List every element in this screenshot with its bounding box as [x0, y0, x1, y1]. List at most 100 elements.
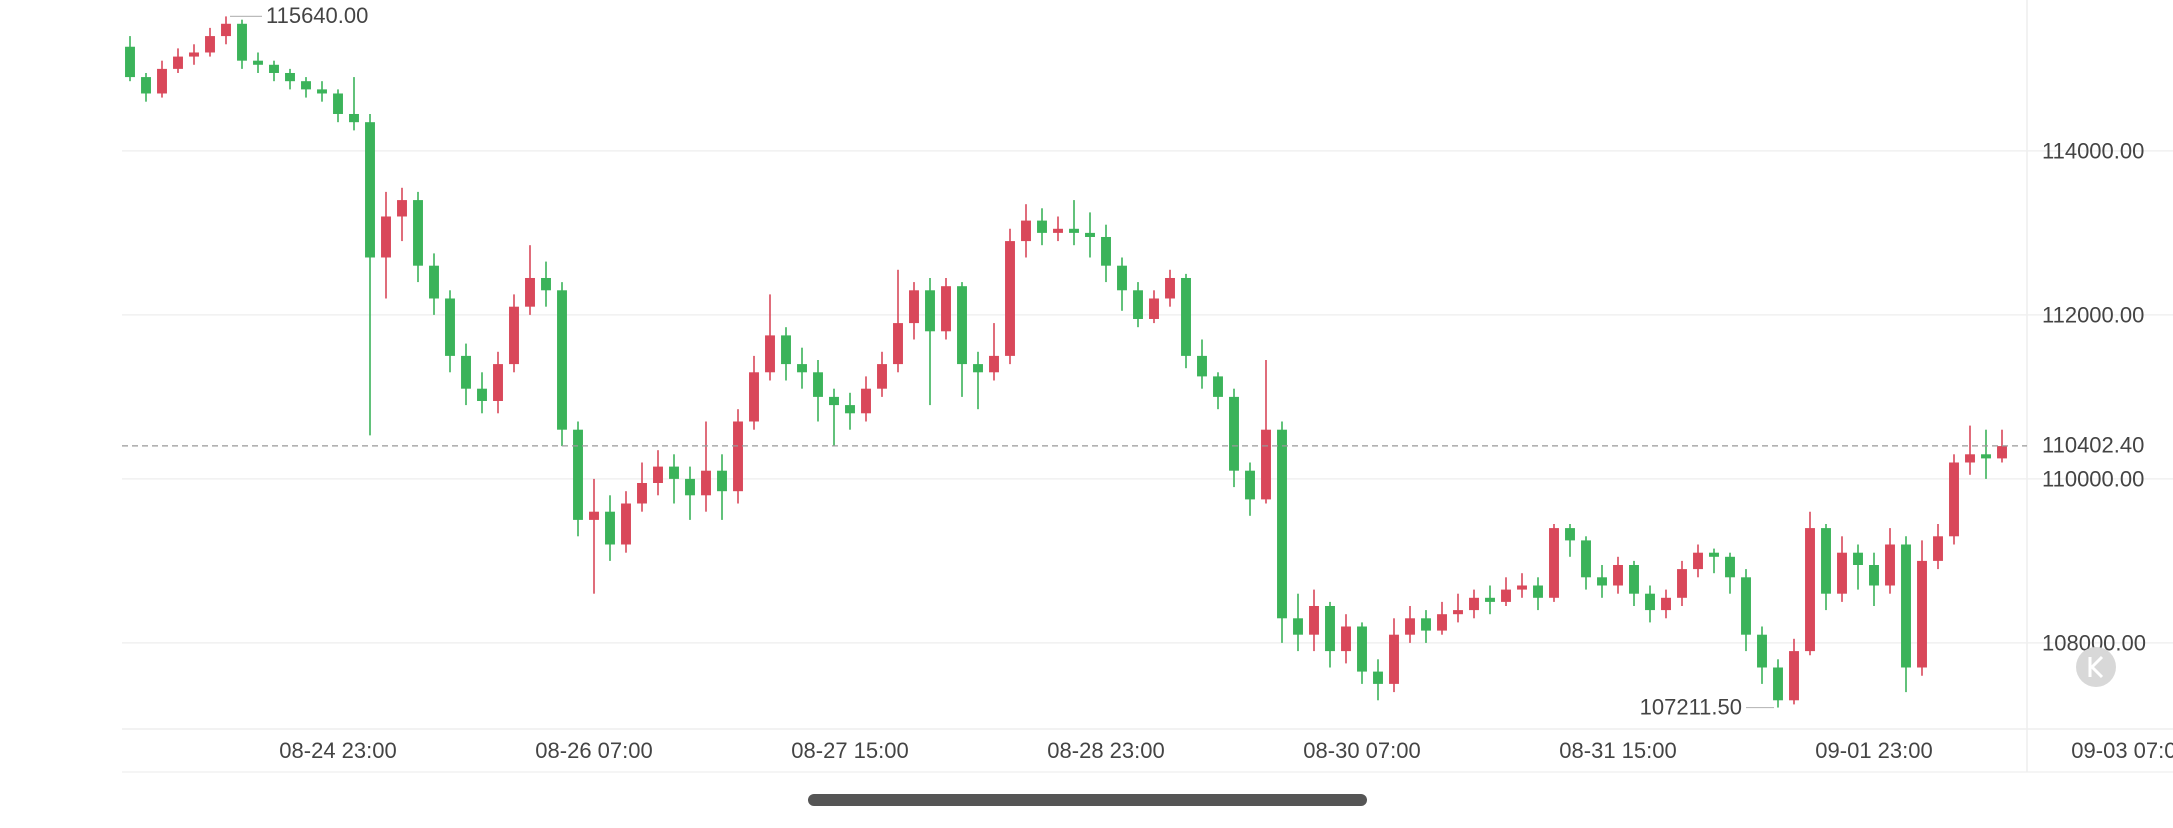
candle-body	[1693, 552, 1703, 570]
candle-body	[1485, 597, 1495, 602]
candle-body	[1325, 605, 1335, 652]
candle-body	[461, 355, 471, 389]
candle-body	[365, 122, 375, 258]
grid: 108000.00110000.00112000.00114000.0008-2…	[122, 139, 2173, 763]
candle-body	[221, 23, 231, 37]
candle-body	[605, 511, 615, 545]
candle-body	[813, 372, 823, 397]
candle-body	[1373, 671, 1383, 684]
candle-body	[1661, 597, 1671, 611]
candle-body	[397, 200, 407, 217]
candle-body	[1277, 429, 1287, 619]
candle-body	[1501, 589, 1511, 602]
kline-button[interactable]	[2076, 647, 2116, 687]
candle-body	[845, 405, 855, 414]
candle-body	[1405, 618, 1415, 635]
y-tick-label: 114000.00	[2042, 139, 2144, 164]
candle-body	[893, 323, 903, 365]
candle-body	[1533, 585, 1543, 598]
candle-body	[653, 466, 663, 483]
candle-body	[157, 68, 167, 94]
candle-body	[477, 388, 487, 401]
candle-body	[301, 81, 311, 90]
kline-button-icon	[2088, 655, 2104, 679]
x-tick-label: 08-26 07:00	[535, 738, 652, 763]
candle-body	[1933, 536, 1943, 561]
x-tick-label: 08-24 23:00	[279, 738, 396, 763]
candle-body	[253, 60, 263, 65]
candle-body	[1981, 454, 1991, 459]
candle-body	[1901, 544, 1911, 668]
overlay: 110402.40 115640.00 107211.50	[122, 3, 2144, 719]
x-tick-label: 09-01 23:00	[1815, 738, 1932, 763]
candle-body	[1837, 552, 1847, 594]
candle-body	[1517, 585, 1527, 590]
candle-body	[445, 298, 455, 356]
candle-body	[989, 355, 999, 373]
candle-body	[1853, 552, 1863, 565]
candle-body	[1389, 634, 1399, 684]
candle-body	[909, 290, 919, 324]
candle-body	[1773, 667, 1783, 701]
scrollbar-handle[interactable]	[808, 794, 1367, 806]
candle-body	[237, 23, 247, 61]
candle-body	[765, 335, 775, 373]
candle-body	[1581, 540, 1591, 578]
candle-body	[781, 335, 791, 365]
candle-body	[573, 429, 583, 520]
candle-body	[205, 36, 215, 53]
candle-body	[1965, 454, 1975, 463]
candle-body	[941, 286, 951, 332]
candle-body	[269, 64, 279, 73]
min-label: 107211.50	[1640, 694, 1742, 719]
candle-body	[1821, 528, 1831, 594]
candle-body	[1133, 290, 1143, 319]
kline-button-bg[interactable]	[2076, 647, 2116, 687]
candle-body	[1165, 277, 1175, 299]
candle-body	[1645, 593, 1655, 611]
candle-body	[749, 372, 759, 422]
candle-body	[1117, 265, 1127, 291]
candle-body	[1037, 220, 1047, 233]
candle-body	[1357, 626, 1367, 672]
candle-body	[525, 277, 535, 307]
candle-body	[685, 478, 695, 496]
x-tick-label: 08-30 07:00	[1303, 738, 1420, 763]
candle-body	[189, 52, 199, 57]
candle-body	[1613, 564, 1623, 586]
candle-body	[733, 421, 743, 492]
candle-body	[1549, 528, 1559, 598]
candles	[125, 16, 2007, 708]
candle-body	[829, 396, 839, 406]
candle-body	[1709, 552, 1719, 557]
candle-body	[381, 216, 391, 258]
candle-body	[413, 200, 423, 266]
candle-body	[1197, 355, 1207, 377]
candle-body	[1677, 569, 1687, 598]
candle-body	[669, 466, 679, 479]
candle-body	[1885, 544, 1895, 586]
candle-body	[1597, 577, 1607, 586]
candle-body	[1213, 376, 1223, 397]
x-tick-label: 08-28 23:00	[1047, 738, 1164, 763]
candle-body	[1469, 597, 1479, 611]
candle-body	[285, 72, 295, 82]
candle-body	[717, 470, 727, 492]
candle-body	[1053, 228, 1063, 233]
candle-body	[1101, 236, 1111, 266]
candle-body	[1757, 634, 1767, 668]
candle-body	[1341, 626, 1351, 652]
candle-body	[1261, 429, 1271, 500]
candle-body	[1869, 564, 1879, 586]
candle-body	[1997, 446, 2007, 459]
candle-body	[1453, 610, 1463, 615]
candle-body	[1789, 651, 1799, 701]
candle-body	[1005, 241, 1015, 356]
x-tick-label: 08-27 15:00	[791, 738, 908, 763]
candle-body	[541, 277, 551, 291]
candle-body	[349, 113, 359, 123]
last-price-label: 110402.40	[2042, 433, 2144, 458]
candle-body	[1021, 220, 1031, 242]
candle-body	[1949, 462, 1959, 537]
